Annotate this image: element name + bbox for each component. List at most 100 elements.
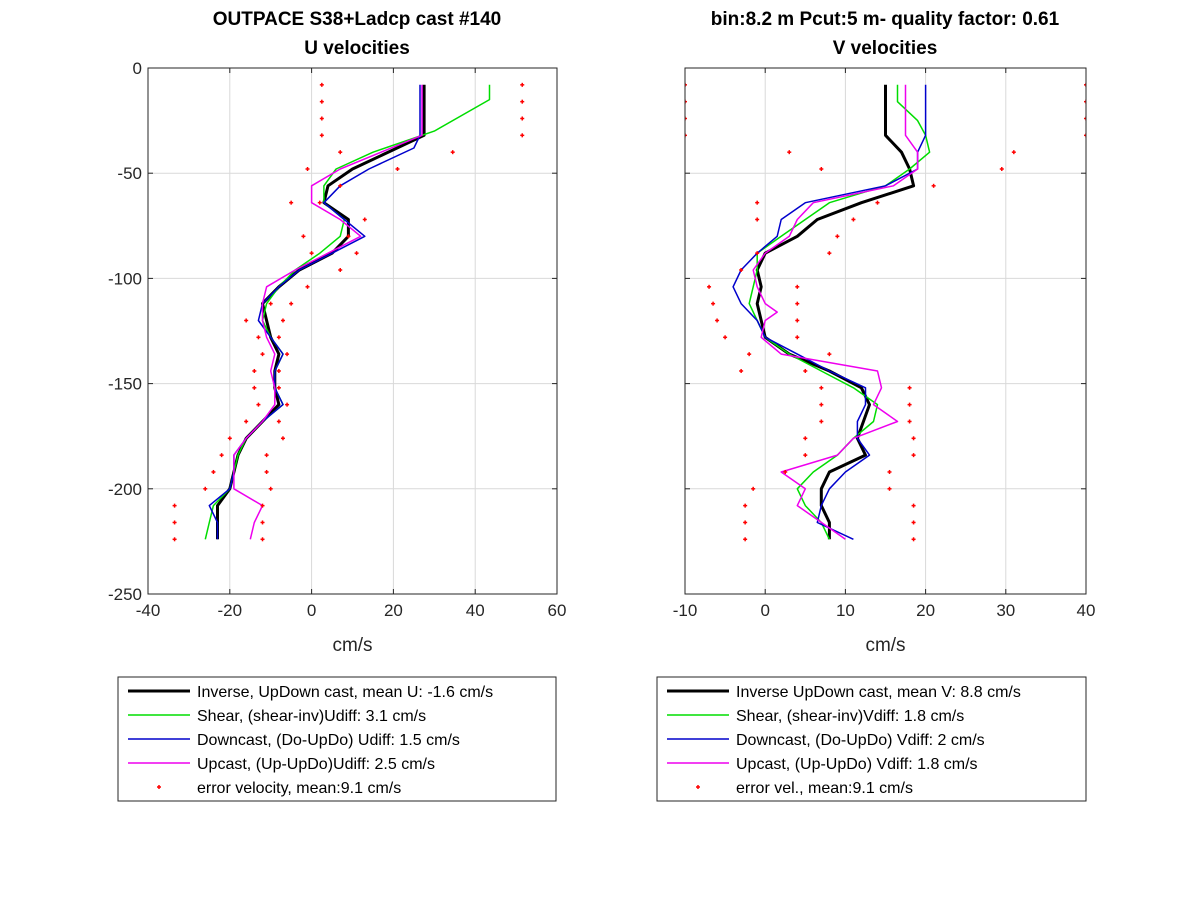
chart-subtitle: U velocities <box>304 38 410 59</box>
x-tick-label: 40 <box>466 601 485 620</box>
error-velocity-marker <box>819 419 824 424</box>
error-velocity-marker <box>285 352 290 357</box>
legend: Inverse, UpDown cast, mean U: -1.6 cm/s S… <box>117 676 557 802</box>
error-velocity-marker <box>244 318 249 323</box>
error-velocity-marker <box>795 335 800 340</box>
x-tick-label: 10 <box>836 601 855 620</box>
error-velocity-marker <box>256 335 261 340</box>
error-velocity-marker <box>787 150 792 155</box>
y-tick-label: -100 <box>108 269 142 288</box>
legend-label: Downcast, (Do-UpDo) Udiff: 1.5 cm/s <box>197 732 460 749</box>
error-velocity-marker <box>264 453 269 458</box>
error-velocity-marker <box>256 402 261 407</box>
y-tick-label: -150 <box>108 375 142 394</box>
error-velocity-marker <box>755 251 760 256</box>
error-velocity-marker <box>907 385 912 390</box>
error-velocity-marker <box>803 453 808 458</box>
error-velocity-marker <box>851 217 856 222</box>
error-velocity-marker <box>305 284 310 289</box>
error-velocity-marker <box>739 368 744 373</box>
x-tick-label: -40 <box>136 601 161 620</box>
error-velocity-marker <box>911 453 916 458</box>
error-velocity-marker <box>783 469 788 474</box>
y-tick-label: -250 <box>108 585 142 604</box>
error-velocity-marker <box>354 251 359 256</box>
x-tick-label: 20 <box>384 601 403 620</box>
error-velocity-marker <box>747 352 752 357</box>
error-velocity-marker <box>268 301 273 306</box>
error-velocity-marker <box>395 166 400 171</box>
error-velocity-marker <box>739 267 744 272</box>
error-velocity-marker <box>227 436 232 441</box>
error-velocity-marker <box>887 469 892 474</box>
legend-label: Downcast, (Do-UpDo) Vdiff: 2 cm/s <box>736 732 985 749</box>
series-line-2 <box>748 84 931 540</box>
error-velocity-marker <box>907 402 912 407</box>
x-axis-label: cm/s <box>865 635 905 656</box>
error-velocity-marker <box>755 200 760 205</box>
x-tick-label: 0 <box>760 601 769 620</box>
error-velocity-marker <box>755 217 760 222</box>
error-velocity-marker <box>172 537 177 542</box>
error-velocity-marker <box>907 419 912 424</box>
error-velocity-marker <box>280 318 285 323</box>
error-velocity-marker <box>252 385 257 390</box>
legend-label: Inverse UpDown cast, mean V: 8.8 cm/s <box>736 684 1021 701</box>
error-velocity-marker <box>268 486 273 491</box>
error-velocity-marker <box>723 335 728 340</box>
error-velocity-marker <box>252 368 257 373</box>
error-velocity-marker <box>260 520 265 525</box>
error-velocity-marker <box>819 166 824 171</box>
error-velocity-marker <box>743 520 748 525</box>
error-velocity-marker <box>260 537 265 542</box>
error-velocity-marker <box>338 150 343 155</box>
legend: Inverse UpDown cast, mean V: 8.8 cm/s She… <box>656 676 1087 802</box>
y-tick-label: -200 <box>108 480 142 499</box>
y-tick-label: -50 <box>117 164 142 183</box>
error-velocity-marker <box>1084 133 1086 138</box>
error-velocity-marker <box>319 116 324 121</box>
chart-panel-1: -40 -20 0 20 40 60-250-200-150-100-500OUTPACE… <box>108 9 566 802</box>
error-velocity-marker <box>1011 150 1016 155</box>
error-velocity-marker <box>203 486 208 491</box>
error-velocity-marker <box>520 133 525 138</box>
x-tick-label: 30 <box>996 601 1015 620</box>
error-velocity-marker <box>743 537 748 542</box>
error-velocity-marker <box>276 385 281 390</box>
error-velocity-marker <box>685 133 687 138</box>
error-velocity-marker <box>280 436 285 441</box>
error-velocity-marker <box>244 419 249 424</box>
error-velocity-marker <box>301 234 306 239</box>
error-velocity-marker <box>835 234 840 239</box>
error-velocity-marker <box>827 352 832 357</box>
chart-title: OUTPACE S38+Ladcp cast #140 <box>213 9 501 30</box>
error-velocity-marker <box>362 217 367 222</box>
error-velocity-marker <box>520 82 525 87</box>
error-velocity-marker <box>931 183 936 188</box>
series-line-1 <box>755 84 916 540</box>
legend-label: Inverse, UpDown cast, mean U: -1.6 cm/s <box>197 684 493 701</box>
error-velocity-marker <box>875 200 880 205</box>
x-tick-label: 40 <box>1077 601 1096 620</box>
error-velocity-marker <box>795 318 800 323</box>
error-velocity-marker <box>887 486 892 491</box>
x-tick-label: 0 <box>307 601 316 620</box>
data-layer <box>172 82 525 542</box>
legend-label: Shear, (shear-inv)Udiff: 3.1 cm/s <box>197 708 426 725</box>
series-line-4 <box>752 84 919 540</box>
error-velocity-marker <box>319 99 324 104</box>
data-layer <box>685 82 1086 542</box>
error-velocity-marker <box>450 150 455 155</box>
error-velocity-marker <box>911 436 916 441</box>
error-velocity-marker <box>751 486 756 491</box>
chart-panel-2: -10 0 10 20 30 40 bin:8.2 m Pcut:5 m- quality … <box>656 9 1096 802</box>
error-velocity-marker <box>711 301 716 306</box>
error-velocity-marker <box>819 402 824 407</box>
axes-box <box>684 67 1087 595</box>
y-tick-label: 0 <box>133 59 142 78</box>
error-velocity-marker <box>309 251 314 256</box>
error-velocity-marker <box>276 368 281 373</box>
error-velocity-marker <box>1084 116 1086 121</box>
error-velocity-marker <box>211 469 216 474</box>
x-tick-label: 20 <box>916 601 935 620</box>
